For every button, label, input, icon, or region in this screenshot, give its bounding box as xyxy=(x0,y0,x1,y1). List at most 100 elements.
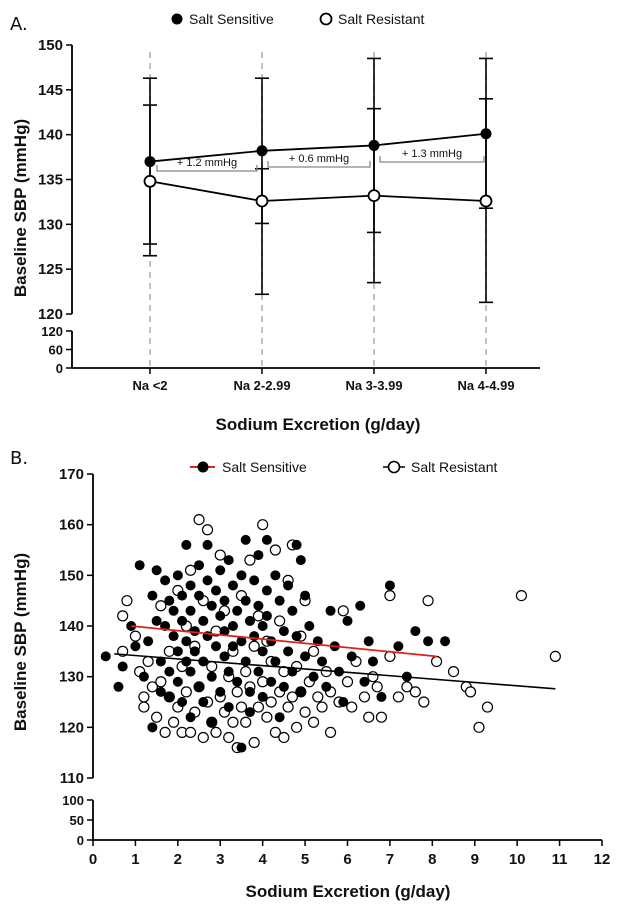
point-salt-resistant xyxy=(235,701,248,713)
point-salt-resistant xyxy=(223,731,235,744)
y-tick-label-130: 130 xyxy=(38,216,63,233)
point-salt-resistant xyxy=(384,589,396,602)
x-tick-label-5: 5 xyxy=(301,851,309,868)
panel-b-marks xyxy=(100,513,561,754)
point-salt-resistant xyxy=(227,716,239,728)
point-salt-sensitive xyxy=(253,550,264,561)
point-salt-sensitive xyxy=(177,590,188,601)
point-salt-sensitive xyxy=(300,651,311,662)
point-salt-resistant xyxy=(269,544,281,556)
point-salt-sensitive xyxy=(206,717,217,728)
point-salt-resistant xyxy=(248,640,260,652)
point-salt-sensitive xyxy=(185,605,196,616)
x-tick-label-11: 11 xyxy=(552,851,568,868)
point-salt-resistant xyxy=(346,701,358,713)
point-salt-resistant xyxy=(371,681,383,693)
point-salt-sensitive xyxy=(215,610,226,621)
point-salt-sensitive xyxy=(261,534,272,545)
point-salt-resistant xyxy=(324,726,337,739)
point-salt-sensitive xyxy=(440,636,451,647)
point-salt-sensitive xyxy=(257,621,268,631)
point-salt-sensitive xyxy=(287,605,298,616)
point-salt-resistant xyxy=(184,564,197,576)
point-salt-resistant xyxy=(282,701,294,713)
point-salt-resistant xyxy=(307,645,320,657)
point-salt-resistant xyxy=(248,736,260,749)
y-tick-label-140: 140 xyxy=(38,127,63,144)
point-salt-resistant xyxy=(231,686,243,698)
point-salt-resistant xyxy=(418,696,430,708)
point-salt-sensitive xyxy=(227,641,238,652)
legend-marker-salt-sensitive xyxy=(171,13,183,25)
point-salt-sensitive xyxy=(236,742,247,753)
point-salt-resistant xyxy=(473,721,485,733)
point-salt-sensitive xyxy=(194,560,205,571)
panel-a-label: A. xyxy=(10,14,28,35)
point-salt-sensitive xyxy=(304,621,315,631)
legend-marker-salt-resistant xyxy=(319,12,333,26)
point-salt-resistant xyxy=(265,696,277,708)
point-salt-sensitive xyxy=(215,686,226,697)
point-salt-sensitive xyxy=(355,600,366,611)
point-salt-resistant xyxy=(255,194,269,208)
point-salt-resistant xyxy=(214,549,226,561)
point-salt-sensitive xyxy=(283,646,294,657)
point-salt-sensitive xyxy=(278,681,289,692)
point-salt-sensitive xyxy=(168,631,179,642)
series-line-salt-sensitive xyxy=(149,132,487,163)
point-salt-sensitive xyxy=(185,666,196,677)
legend-label-salt-resistant: Salt Resistant xyxy=(411,459,497,475)
point-salt-sensitive xyxy=(384,580,395,591)
point-salt-resistant xyxy=(392,691,404,703)
point-salt-resistant xyxy=(261,711,273,723)
point-salt-sensitive xyxy=(211,585,222,596)
point-salt-resistant xyxy=(464,686,477,698)
point-salt-sensitive xyxy=(423,636,434,647)
point-salt-resistant xyxy=(155,600,167,612)
point-salt-resistant xyxy=(409,686,421,698)
point-salt-sensitive xyxy=(308,671,319,682)
point-salt-resistant xyxy=(129,630,142,642)
point-salt-sensitive xyxy=(244,615,255,626)
point-salt-sensitive xyxy=(240,595,251,606)
point-salt-sensitive xyxy=(194,590,205,601)
point-salt-sensitive xyxy=(480,128,492,140)
point-salt-sensitive xyxy=(274,712,285,723)
point-salt-sensitive xyxy=(172,676,183,687)
point-salt-resistant xyxy=(146,681,158,693)
point-salt-resistant xyxy=(117,610,129,622)
point-salt-sensitive xyxy=(227,621,238,631)
point-salt-resistant xyxy=(367,189,381,203)
panel-b-legend: Salt Sensitive Salt Resistant xyxy=(190,459,497,475)
y-tick-label-130: 130 xyxy=(59,669,84,686)
point-salt-resistant xyxy=(274,615,286,627)
point-salt-resistant xyxy=(286,691,298,703)
y-tick-label-140: 140 xyxy=(59,618,84,635)
panel-a-legend: Salt Sensitive Salt Resistant xyxy=(171,11,424,27)
y-tick-label-lower-60: 60 xyxy=(49,343,63,358)
y-tick-label-lower-100: 100 xyxy=(62,793,84,808)
point-salt-resistant xyxy=(316,701,328,713)
series-line-salt-resistant xyxy=(149,180,487,202)
x-tick-label-3: 3 xyxy=(216,851,224,868)
x-category-label: Na <2 xyxy=(132,378,167,393)
point-salt-sensitive xyxy=(202,539,213,550)
point-salt-sensitive xyxy=(206,600,217,611)
point-salt-resistant xyxy=(240,665,252,678)
x-category-label: Na 2-2.99 xyxy=(233,378,290,393)
y-tick-label-120: 120 xyxy=(59,719,84,736)
point-salt-resistant xyxy=(184,726,197,739)
point-salt-sensitive xyxy=(219,595,230,606)
y-tick-label-lower-120: 120 xyxy=(41,324,63,339)
point-salt-sensitive xyxy=(117,661,128,672)
x-category-label: Na 3-3.99 xyxy=(345,378,402,393)
point-salt-resistant xyxy=(367,671,379,683)
point-salt-sensitive xyxy=(223,702,234,713)
point-salt-sensitive xyxy=(270,570,281,581)
trendline-salt-resistant xyxy=(114,653,556,690)
point-salt-resistant xyxy=(240,716,252,728)
trendline-salt-sensitive xyxy=(131,625,437,658)
point-salt-resistant xyxy=(481,701,494,713)
point-salt-sensitive xyxy=(291,631,302,642)
